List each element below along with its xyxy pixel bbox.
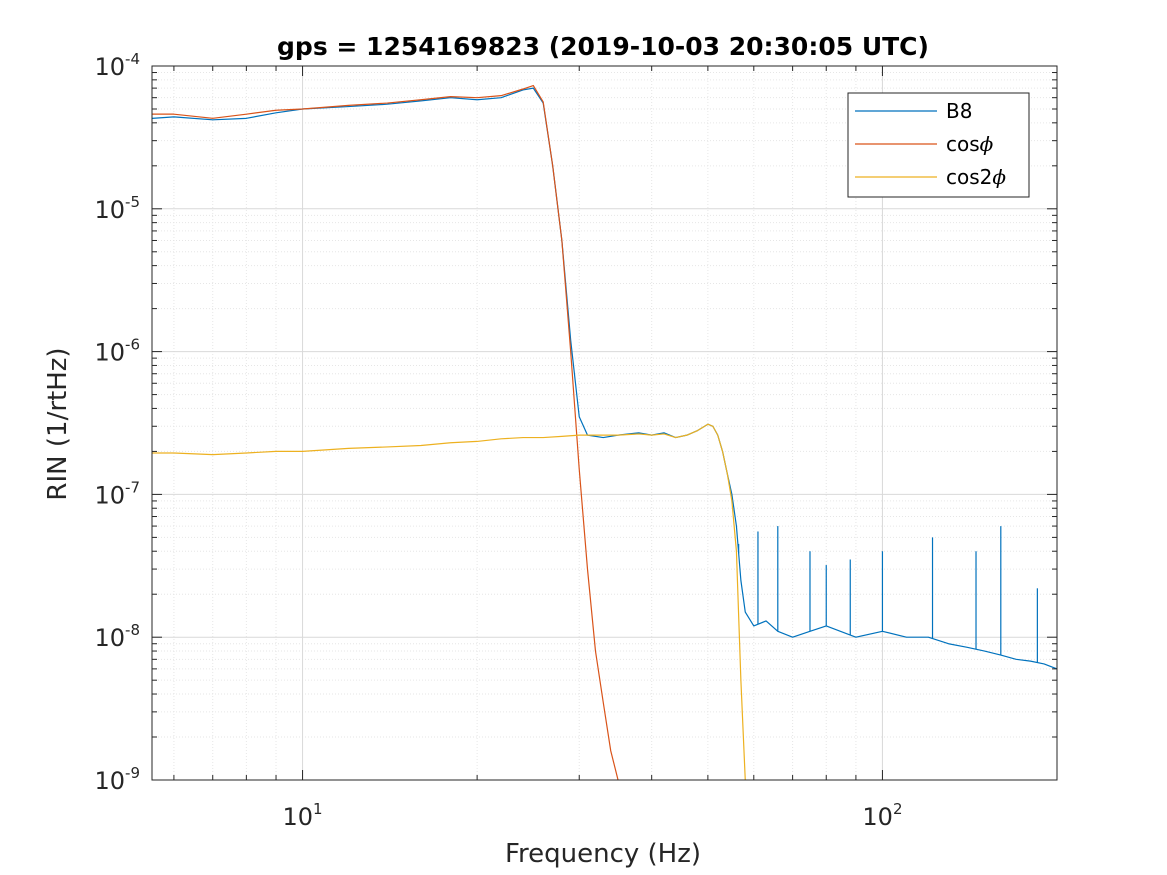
- x-tick-label: 102: [862, 800, 902, 831]
- series-line: [152, 423, 746, 780]
- legend-label: cosϕ: [946, 132, 994, 156]
- legend-label: B8: [946, 99, 972, 123]
- y-tick-label: 10-4: [94, 50, 140, 81]
- series-cos-phi: [152, 84, 619, 780]
- tick-marks: [152, 65, 1058, 781]
- legend-box: [847, 92, 1030, 198]
- x-axis-label: Frequency (Hz): [505, 839, 701, 869]
- series-line: [152, 84, 619, 780]
- plot-frame: [151, 65, 1058, 781]
- y-tick-label: 10-9: [94, 764, 140, 795]
- series-layer: [152, 84, 1057, 780]
- y-axis-label: RIN (1/rtHz): [43, 347, 73, 500]
- y-tick-label: 10-7: [94, 478, 140, 509]
- legend-label: cos2ϕ: [946, 165, 1006, 189]
- x-tick-labels: 101 102: [283, 800, 903, 831]
- y-tick-label: 10-6: [94, 336, 140, 367]
- legend-items: B8 cosϕ cos2ϕ: [855, 99, 1006, 189]
- series-cos2-phi: [152, 423, 746, 780]
- y-tick-labels: 10-9 10-8 10-7 10-6 10-5 10-4: [94, 50, 140, 795]
- x-tick-label: 101: [283, 800, 323, 831]
- y-tick-label: 10-5: [94, 193, 140, 224]
- y-tick-label: 10-8: [94, 621, 140, 652]
- legend: B8 cosϕ cos2ϕ: [847, 92, 1030, 198]
- chart-title: gps = 1254169823 (2019-10-03 20:30:05 UT…: [277, 32, 929, 61]
